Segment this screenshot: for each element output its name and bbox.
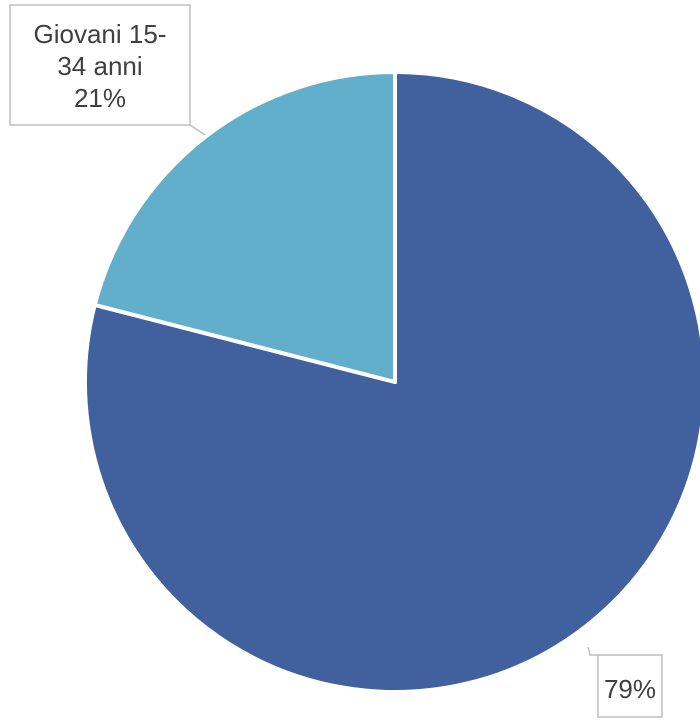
- pie-slices: [83, 70, 700, 694]
- pie-slice-1: [92, 70, 397, 384]
- slice-percent-label: 79%: [604, 674, 656, 704]
- callout-leader-line: [587, 646, 598, 656]
- slice-percent-label: 21%: [74, 83, 126, 113]
- slice-category-label: 34 anni: [57, 51, 142, 81]
- slice-category-label: Giovani 15-: [34, 19, 167, 49]
- slice-callout-0: 79%: [587, 646, 663, 718]
- callout-leader-line: [189, 124, 206, 136]
- callout-box: [9, 4, 191, 126]
- callout-box: [597, 654, 663, 718]
